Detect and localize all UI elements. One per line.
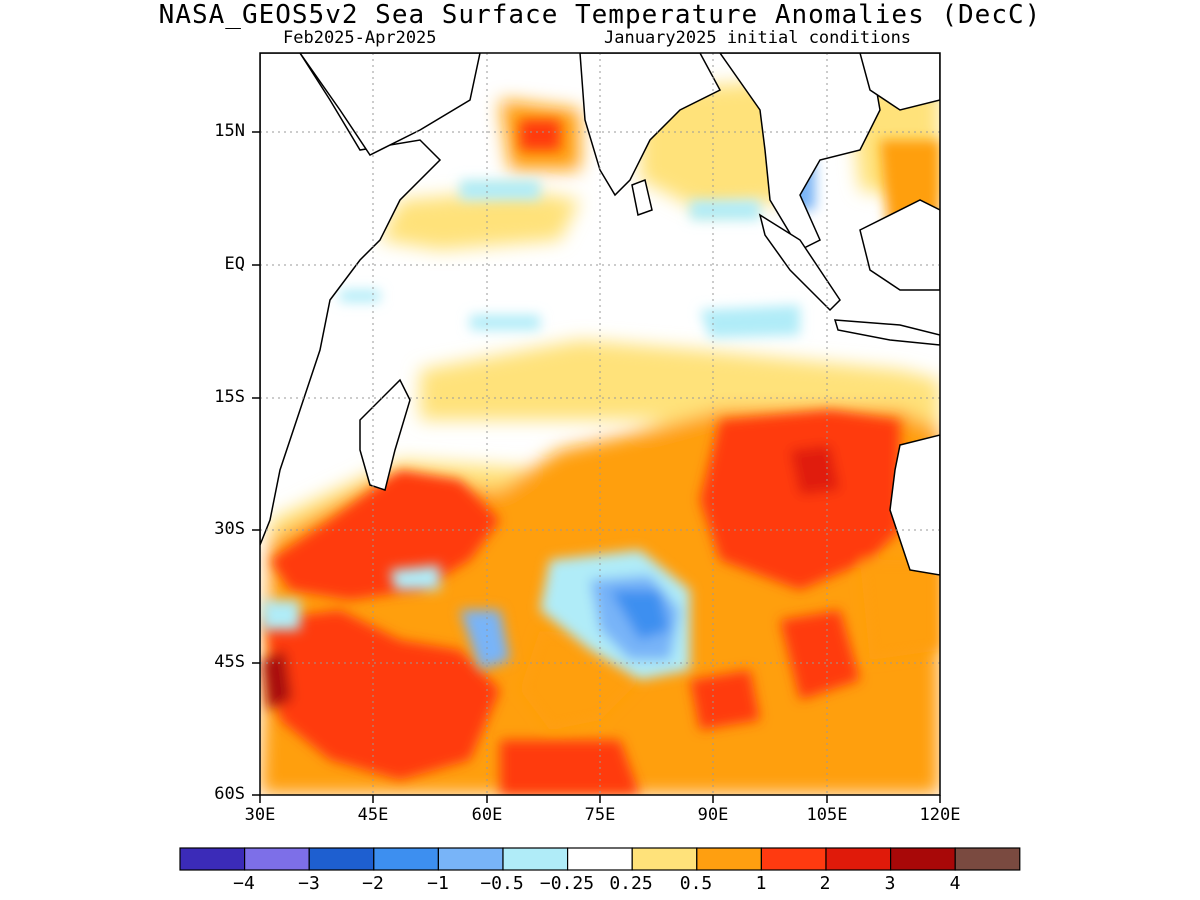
east-asia — [859, 53, 940, 111]
colorbar-label: −0.25 — [539, 873, 595, 894]
lon-label-120e: 120E — [919, 805, 961, 825]
colorbar-swatch — [954, 847, 1021, 871]
colorbar-swatch — [373, 847, 439, 871]
arabia — [299, 53, 481, 156]
colorbar-label: −3 — [298, 873, 320, 894]
lon-label-30e: 30E — [244, 805, 276, 825]
lon-label-60e: 60E — [471, 805, 503, 825]
lat-label-15s: 15S — [214, 387, 245, 407]
lat-label-15n: 15N — [214, 121, 245, 141]
sri-lanka — [631, 178, 653, 216]
lon-label-45e: 45E — [357, 805, 389, 825]
colorbar-swatch — [244, 847, 310, 871]
colorbar-swatch — [566, 847, 633, 871]
africa — [260, 53, 442, 546]
sumatra — [758, 213, 841, 312]
anomaly-field — [260, 53, 940, 795]
colorbar-label: −2 — [362, 873, 384, 894]
colorbar-swatch — [889, 847, 956, 871]
australia — [889, 434, 940, 576]
lat-label-eq: EQ — [224, 254, 245, 274]
colorbar-label: 1 — [755, 873, 767, 894]
colorbar-swatch — [308, 847, 375, 871]
colorbar-label: 0.5 — [679, 873, 713, 894]
colorbar-swatch — [179, 847, 246, 871]
india — [579, 53, 722, 197]
colorbar-label: 3 — [884, 873, 896, 894]
colorbar-swatch — [502, 847, 569, 871]
lat-label-60s: 60S — [214, 784, 245, 804]
colorbar-swatch — [631, 847, 698, 871]
lon-label-105e: 105E — [806, 805, 848, 825]
colorbar-swatch — [696, 847, 762, 871]
colorbar-label: 4 — [949, 873, 961, 894]
borneo — [859, 199, 940, 291]
colorbar-label: −4 — [233, 873, 255, 894]
colorbar-label: −0.5 — [480, 873, 524, 894]
chart-title: NASA_GEOS5v2 Sea Surface Temperature Ano… — [158, 0, 1042, 30]
lat-label-30s: 30S — [214, 519, 245, 539]
java — [833, 319, 940, 346]
colorbar-label: 2 — [819, 873, 831, 894]
colorbar-swatch — [825, 847, 892, 871]
forecast-period: Feb2025-Apr2025 — [283, 28, 437, 48]
se-asia — [719, 53, 881, 251]
colorbar-swatch — [437, 847, 504, 871]
strong-warm-regions — [262, 120, 940, 795]
map-frame — [252, 52, 941, 803]
lat-label-45s: 45S — [214, 652, 245, 672]
colorbar-swatch — [760, 847, 827, 871]
colorbar-label: −1 — [427, 873, 449, 894]
lon-label-90e: 90E — [697, 805, 729, 825]
initial-conditions: January2025 initial conditions — [604, 28, 912, 48]
colorbar-label: 0.25 — [609, 873, 653, 894]
lon-label-75e: 75E — [584, 805, 616, 825]
graticule — [260, 53, 940, 795]
